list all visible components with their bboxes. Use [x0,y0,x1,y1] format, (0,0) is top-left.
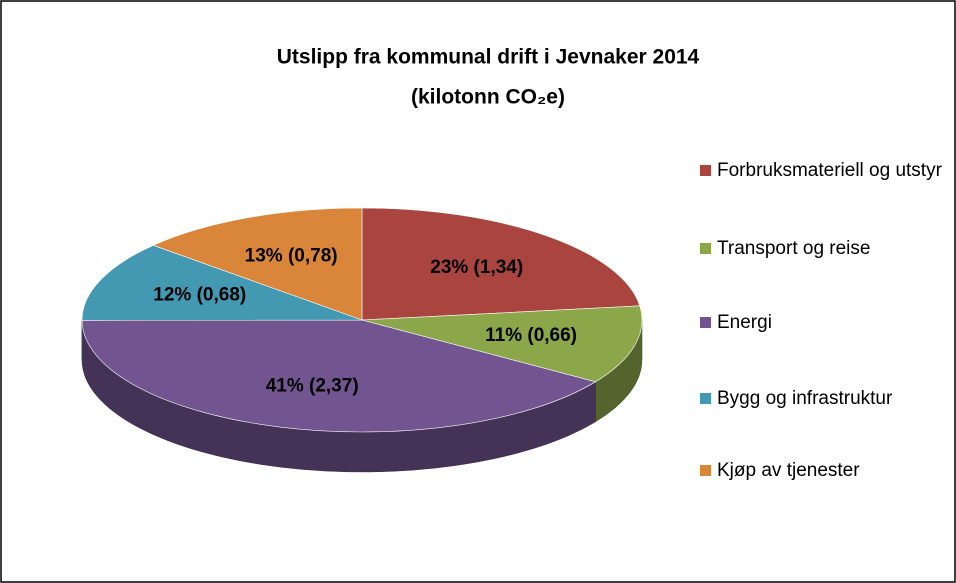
slice [361,207,641,321]
chart-title: Utslipp fra kommunal drift i Jevnaker 20… [277,46,700,69]
legend-item: Energi [700,305,950,340]
legend-item: Forbruksmateriell og utstyr [700,153,950,188]
legend-label: Kjøp av tjenester [717,460,860,481]
slice [81,319,597,433]
slice [152,207,363,321]
legend-label: Energi [717,312,772,333]
data-label: 41% (2,37) [266,376,359,397]
data-label: 12% (0,68) [153,284,246,305]
legend-swatch [700,243,711,254]
legend-label: Forbruksmateriell og utstyr [717,160,942,181]
legend-label: Transport og reise [717,238,871,259]
legend-swatch [700,165,711,176]
legend-label: Bygg og infrastruktur [717,388,893,409]
legend-swatch [700,465,711,476]
legend-swatch [700,317,711,328]
data-label: 23% (1,34) [430,257,523,278]
legend-item: Transport og reise [700,231,950,266]
chart-subtitle: (kilotonn CO₂e) [411,86,565,109]
slice [361,305,643,383]
legend-item: Bygg og infrastruktur [700,381,950,416]
data-label: 11% (0,66) [485,325,577,346]
legend-item: Kjøp av tjenester [700,453,950,488]
data-label: 13% (0,78) [245,246,338,267]
slice [81,244,363,321]
legend-swatch [700,393,711,404]
